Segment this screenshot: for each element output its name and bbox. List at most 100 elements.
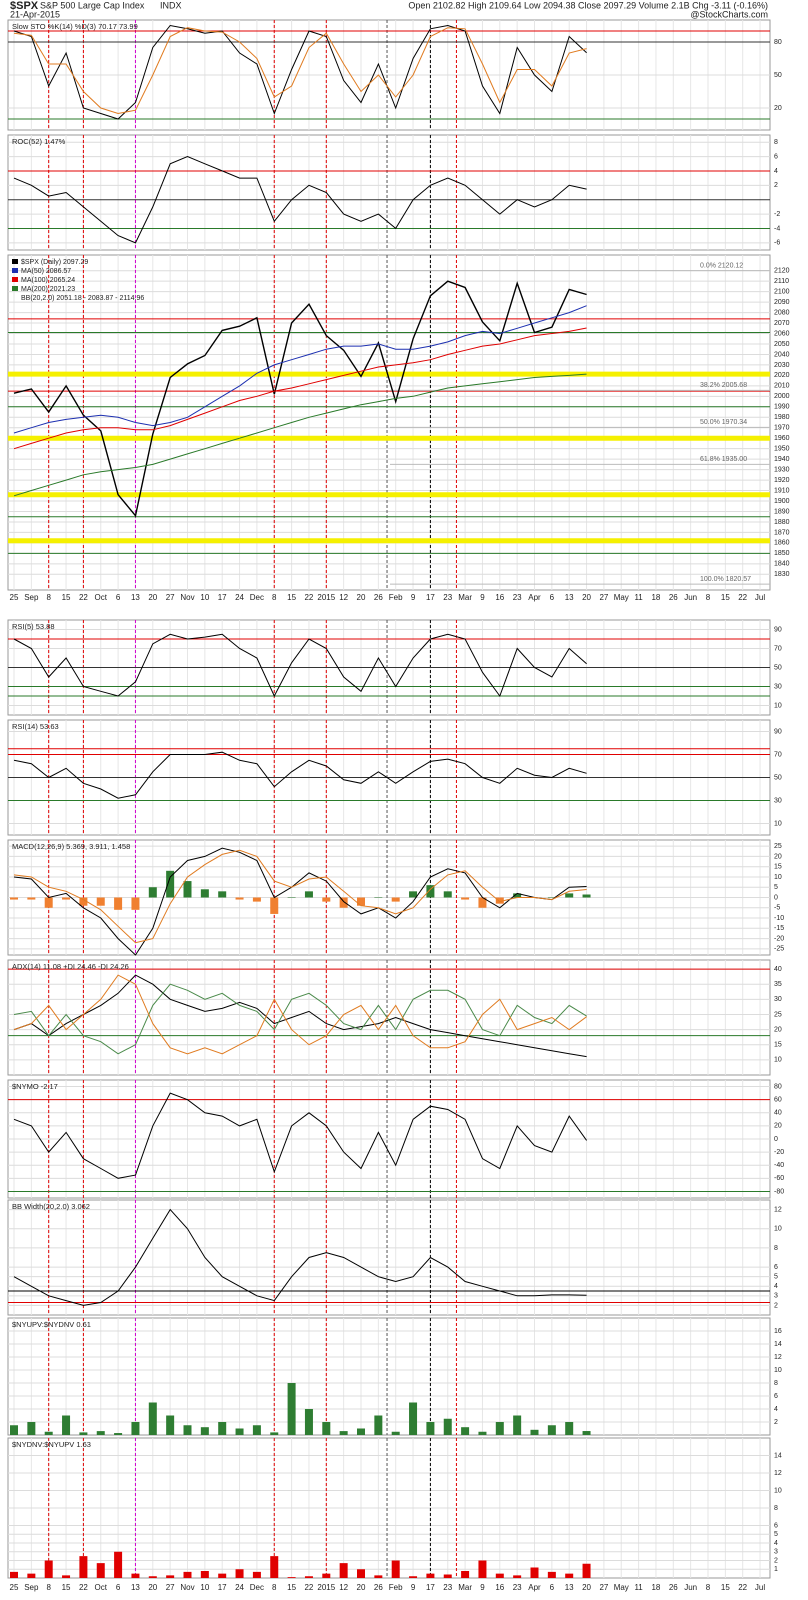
y-tick-label: -20	[774, 1149, 784, 1156]
y-tick-label: 20	[774, 853, 782, 860]
bar	[270, 897, 279, 914]
x-tick-label: 9	[480, 1583, 485, 1592]
y-tick-label: 8	[774, 1505, 778, 1512]
bar	[565, 1422, 574, 1435]
y-tick-label: 0	[774, 894, 778, 901]
y-tick-label: 5	[774, 884, 778, 891]
panel-title: RSI(5) 53.88	[12, 622, 55, 631]
x-tick-label: 8	[706, 593, 711, 602]
bar	[44, 1431, 53, 1435]
bar	[426, 1422, 435, 1435]
bar	[166, 1575, 175, 1578]
x-tick-label: 27	[599, 1583, 608, 1592]
index-name: S&P 500 Large Cap Index	[40, 0, 145, 10]
y-tick-label: 1910	[774, 487, 790, 494]
bar	[339, 1563, 348, 1578]
bar	[513, 1575, 522, 1578]
x-tick-label: Sep	[24, 1583, 39, 1592]
x-tick-label: Dec	[250, 593, 264, 602]
y-tick-label: 1860	[774, 540, 790, 547]
bar	[426, 885, 435, 898]
y-tick-label: 10	[774, 820, 782, 827]
y-tick-label: 2040	[774, 351, 790, 358]
x-tick-label: 16	[495, 1583, 504, 1592]
x-tick-label: Oct	[95, 593, 108, 602]
bar	[478, 897, 487, 908]
y-tick-label: 0	[774, 1136, 778, 1143]
bar	[287, 1383, 296, 1435]
y-tick-label: 25	[774, 1011, 782, 1018]
x-tick-label: Jun	[684, 1583, 697, 1592]
y-tick-label: 2060	[774, 330, 790, 337]
x-tick-label: Mar	[458, 1583, 472, 1592]
bar	[391, 897, 400, 902]
series-line	[13, 27, 587, 115]
y-tick-label: 60	[774, 1097, 782, 1104]
x-tick-label: Jul	[755, 1583, 765, 1592]
x-tick-label: 15	[721, 593, 730, 602]
y-tick-label: 1980	[774, 414, 790, 421]
x-tick-label: Feb	[389, 593, 403, 602]
bar	[131, 1573, 140, 1578]
y-tick-label: 2	[774, 1557, 778, 1564]
bar	[565, 1573, 574, 1578]
series-line	[13, 974, 587, 1058]
x-tick-label: 6	[116, 1583, 121, 1592]
bar	[478, 1431, 487, 1435]
y-tick-label: 1890	[774, 508, 790, 515]
fib-label: 100.0% 1820.57	[700, 576, 751, 583]
bar	[10, 1425, 18, 1435]
panel-title: BB Width(20,2.0) 3.062	[12, 1202, 90, 1211]
x-tick-label: 11	[634, 593, 643, 602]
bar	[114, 1433, 123, 1435]
bar	[270, 1432, 279, 1435]
x-tick-label: 26	[374, 593, 383, 602]
bar	[200, 889, 209, 898]
y-tick-label: 1990	[774, 404, 790, 411]
bar	[443, 891, 452, 898]
x-tick-label: 20	[148, 1583, 157, 1592]
y-tick-label: 3	[774, 1549, 778, 1556]
x-tick-label: May	[614, 1583, 629, 1592]
bar	[322, 897, 331, 902]
bar	[96, 1563, 105, 1578]
bar	[235, 1428, 244, 1435]
x-tick-label: 20	[357, 1583, 366, 1592]
bar	[96, 1431, 105, 1435]
y-tick-label: 14	[774, 1452, 782, 1459]
bar	[287, 1577, 296, 1578]
x-tick-label: 13	[131, 593, 140, 602]
legend-label: $SPX (Daily) 2097.29	[21, 259, 88, 266]
bar	[461, 1427, 470, 1435]
x-tick-label: 11	[634, 1583, 643, 1592]
x-tick-label: 2015	[317, 1583, 335, 1592]
y-tick-label: 50	[774, 774, 782, 781]
x-tick-label: 8	[272, 1583, 277, 1592]
bar	[62, 897, 71, 900]
y-tick-label: 2070	[774, 320, 790, 327]
legend-label: MA(50) 2086.57	[21, 268, 71, 275]
x-tick-label: 8	[272, 593, 277, 602]
x-tick-label: 8	[46, 1583, 51, 1592]
panel-title: MACD(12,26,9) 5.369, 3.911, 1.458	[12, 842, 130, 851]
bar	[443, 1574, 452, 1578]
bar	[44, 897, 53, 908]
bar	[218, 1573, 227, 1578]
bar	[131, 897, 140, 910]
x-tick-label: 13	[565, 593, 574, 602]
x-tick-label: 20	[582, 1583, 591, 1592]
y-tick-label: 2020	[774, 372, 790, 379]
x-tick-label: Sep	[24, 593, 39, 602]
bar	[79, 1556, 88, 1578]
x-tick-label: 22	[738, 1583, 747, 1592]
bar	[547, 1425, 556, 1435]
x-tick-label: 23	[513, 593, 522, 602]
x-tick-label: Mar	[458, 593, 472, 602]
bar	[62, 1575, 71, 1578]
x-tick-label: 25	[10, 593, 19, 602]
y-tick-label: 15	[774, 1042, 782, 1049]
y-tick-label: 10	[774, 702, 782, 709]
bar	[565, 893, 574, 898]
x-tick-label: 15	[287, 1583, 296, 1592]
x-tick-label: 25	[10, 1583, 19, 1592]
